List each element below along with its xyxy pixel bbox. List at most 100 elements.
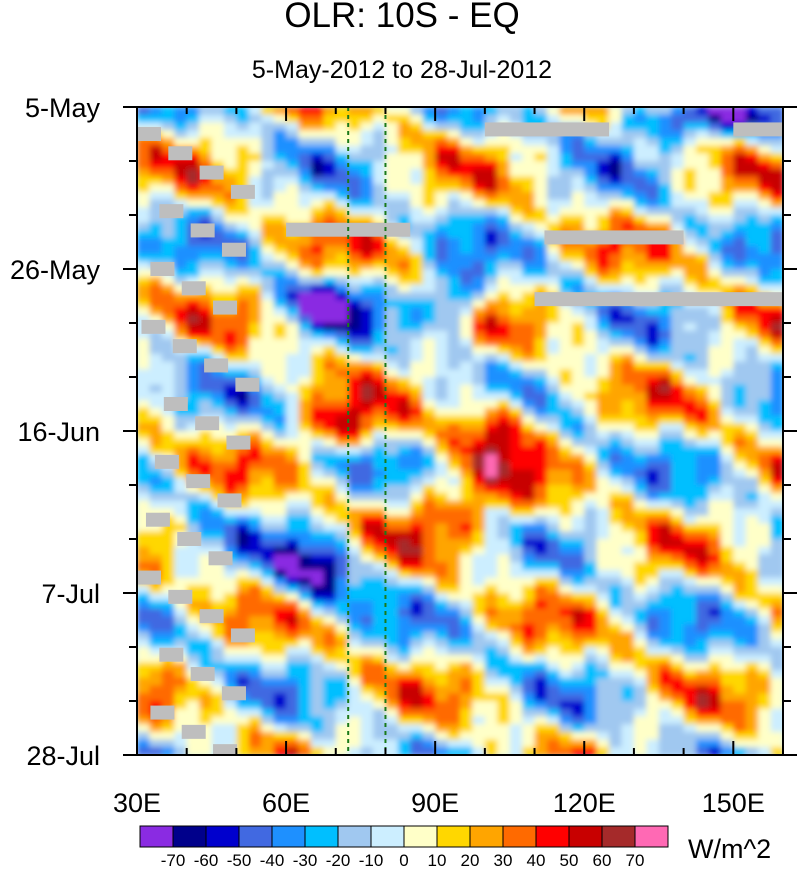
field-cell	[708, 454, 722, 463]
field-cell	[137, 330, 151, 340]
field-cell	[546, 585, 561, 594]
field-cell	[323, 307, 337, 317]
field-cell	[633, 415, 648, 425]
field-cell	[472, 199, 486, 209]
field-cell	[671, 647, 685, 656]
field-cell	[559, 315, 573, 324]
field-cell	[472, 384, 486, 394]
field-cell	[261, 161, 275, 170]
field-cell	[236, 662, 250, 671]
field-cell	[472, 485, 486, 494]
field-cell	[385, 539, 399, 548]
field-cell	[683, 346, 697, 355]
field-cell	[422, 315, 436, 324]
field-cell	[720, 585, 735, 594]
field-cell	[410, 670, 424, 679]
field-cell	[720, 307, 735, 317]
field-cell	[646, 585, 660, 594]
field-cell	[161, 369, 176, 378]
field-cell	[273, 161, 287, 170]
field-cell	[633, 546, 648, 556]
field-cell	[534, 153, 548, 162]
field-cell	[658, 477, 672, 486]
field-cell	[298, 137, 312, 147]
field-cell	[223, 137, 238, 147]
field-cell	[584, 107, 598, 116]
field-cell	[671, 724, 685, 733]
field-cell	[460, 276, 474, 286]
field-cell	[447, 137, 461, 147]
field-cell	[472, 593, 486, 602]
field-cell	[708, 114, 722, 124]
field-cell	[758, 153, 772, 162]
field-cell	[137, 238, 151, 247]
field-cell	[397, 677, 412, 687]
field-cell	[323, 546, 337, 556]
field-cell	[273, 415, 287, 425]
field-cell	[720, 145, 735, 155]
field-cell	[435, 708, 449, 718]
field-cell	[410, 315, 424, 324]
field-cell	[633, 454, 648, 463]
field-cell	[646, 515, 660, 525]
field-cell	[211, 330, 225, 340]
field-cell	[447, 546, 461, 556]
field-cell	[137, 346, 151, 355]
field-cell	[633, 338, 648, 347]
field-cell	[484, 469, 499, 479]
field-cell	[261, 454, 275, 463]
field-cell	[447, 346, 461, 355]
field-cell	[621, 623, 635, 633]
field-cell	[745, 647, 759, 656]
field-cell	[360, 562, 374, 571]
field-cell	[373, 647, 387, 656]
field-cell	[323, 585, 337, 594]
field-cell	[422, 114, 436, 124]
field-cell	[410, 585, 424, 594]
field-cell	[199, 500, 213, 509]
field-cell	[348, 145, 362, 155]
field-cell	[397, 361, 412, 371]
field-cell	[298, 353, 312, 363]
field-cell	[696, 639, 710, 648]
field-cell	[397, 207, 412, 216]
field-cell	[522, 539, 536, 548]
field-cell	[546, 215, 561, 224]
colorbar-level-label: -20	[326, 851, 351, 869]
field-cell	[745, 492, 759, 502]
field-cell	[323, 577, 337, 587]
field-cell	[422, 137, 436, 147]
field-cell	[397, 384, 412, 394]
field-cell	[484, 438, 499, 448]
field-cell	[174, 114, 188, 124]
field-cell	[720, 731, 735, 741]
field-cell	[696, 230, 710, 239]
field-cell	[137, 670, 151, 679]
field-cell	[273, 739, 287, 749]
field-cell	[410, 161, 424, 170]
field-cell	[621, 184, 635, 193]
field-cell	[559, 145, 573, 155]
field-cell	[161, 677, 176, 687]
field-cell	[460, 431, 474, 440]
field-cell	[584, 701, 598, 710]
field-cell	[447, 716, 461, 725]
field-cell	[472, 338, 486, 347]
field-cell	[571, 523, 586, 533]
field-cell	[571, 361, 586, 371]
field-cell	[149, 724, 163, 733]
field-cell	[584, 330, 598, 340]
field-cell	[758, 230, 772, 239]
field-cell	[633, 346, 648, 355]
field-cell	[696, 600, 710, 610]
field-cell	[671, 107, 685, 116]
field-cell	[733, 230, 747, 239]
field-cell	[770, 685, 783, 695]
field-cell	[248, 199, 263, 209]
field-cell	[273, 207, 287, 216]
field-cell	[310, 168, 325, 178]
field-cell	[137, 353, 151, 363]
field-cell	[435, 168, 449, 178]
field-cell	[733, 392, 747, 401]
field-cell	[683, 554, 697, 563]
